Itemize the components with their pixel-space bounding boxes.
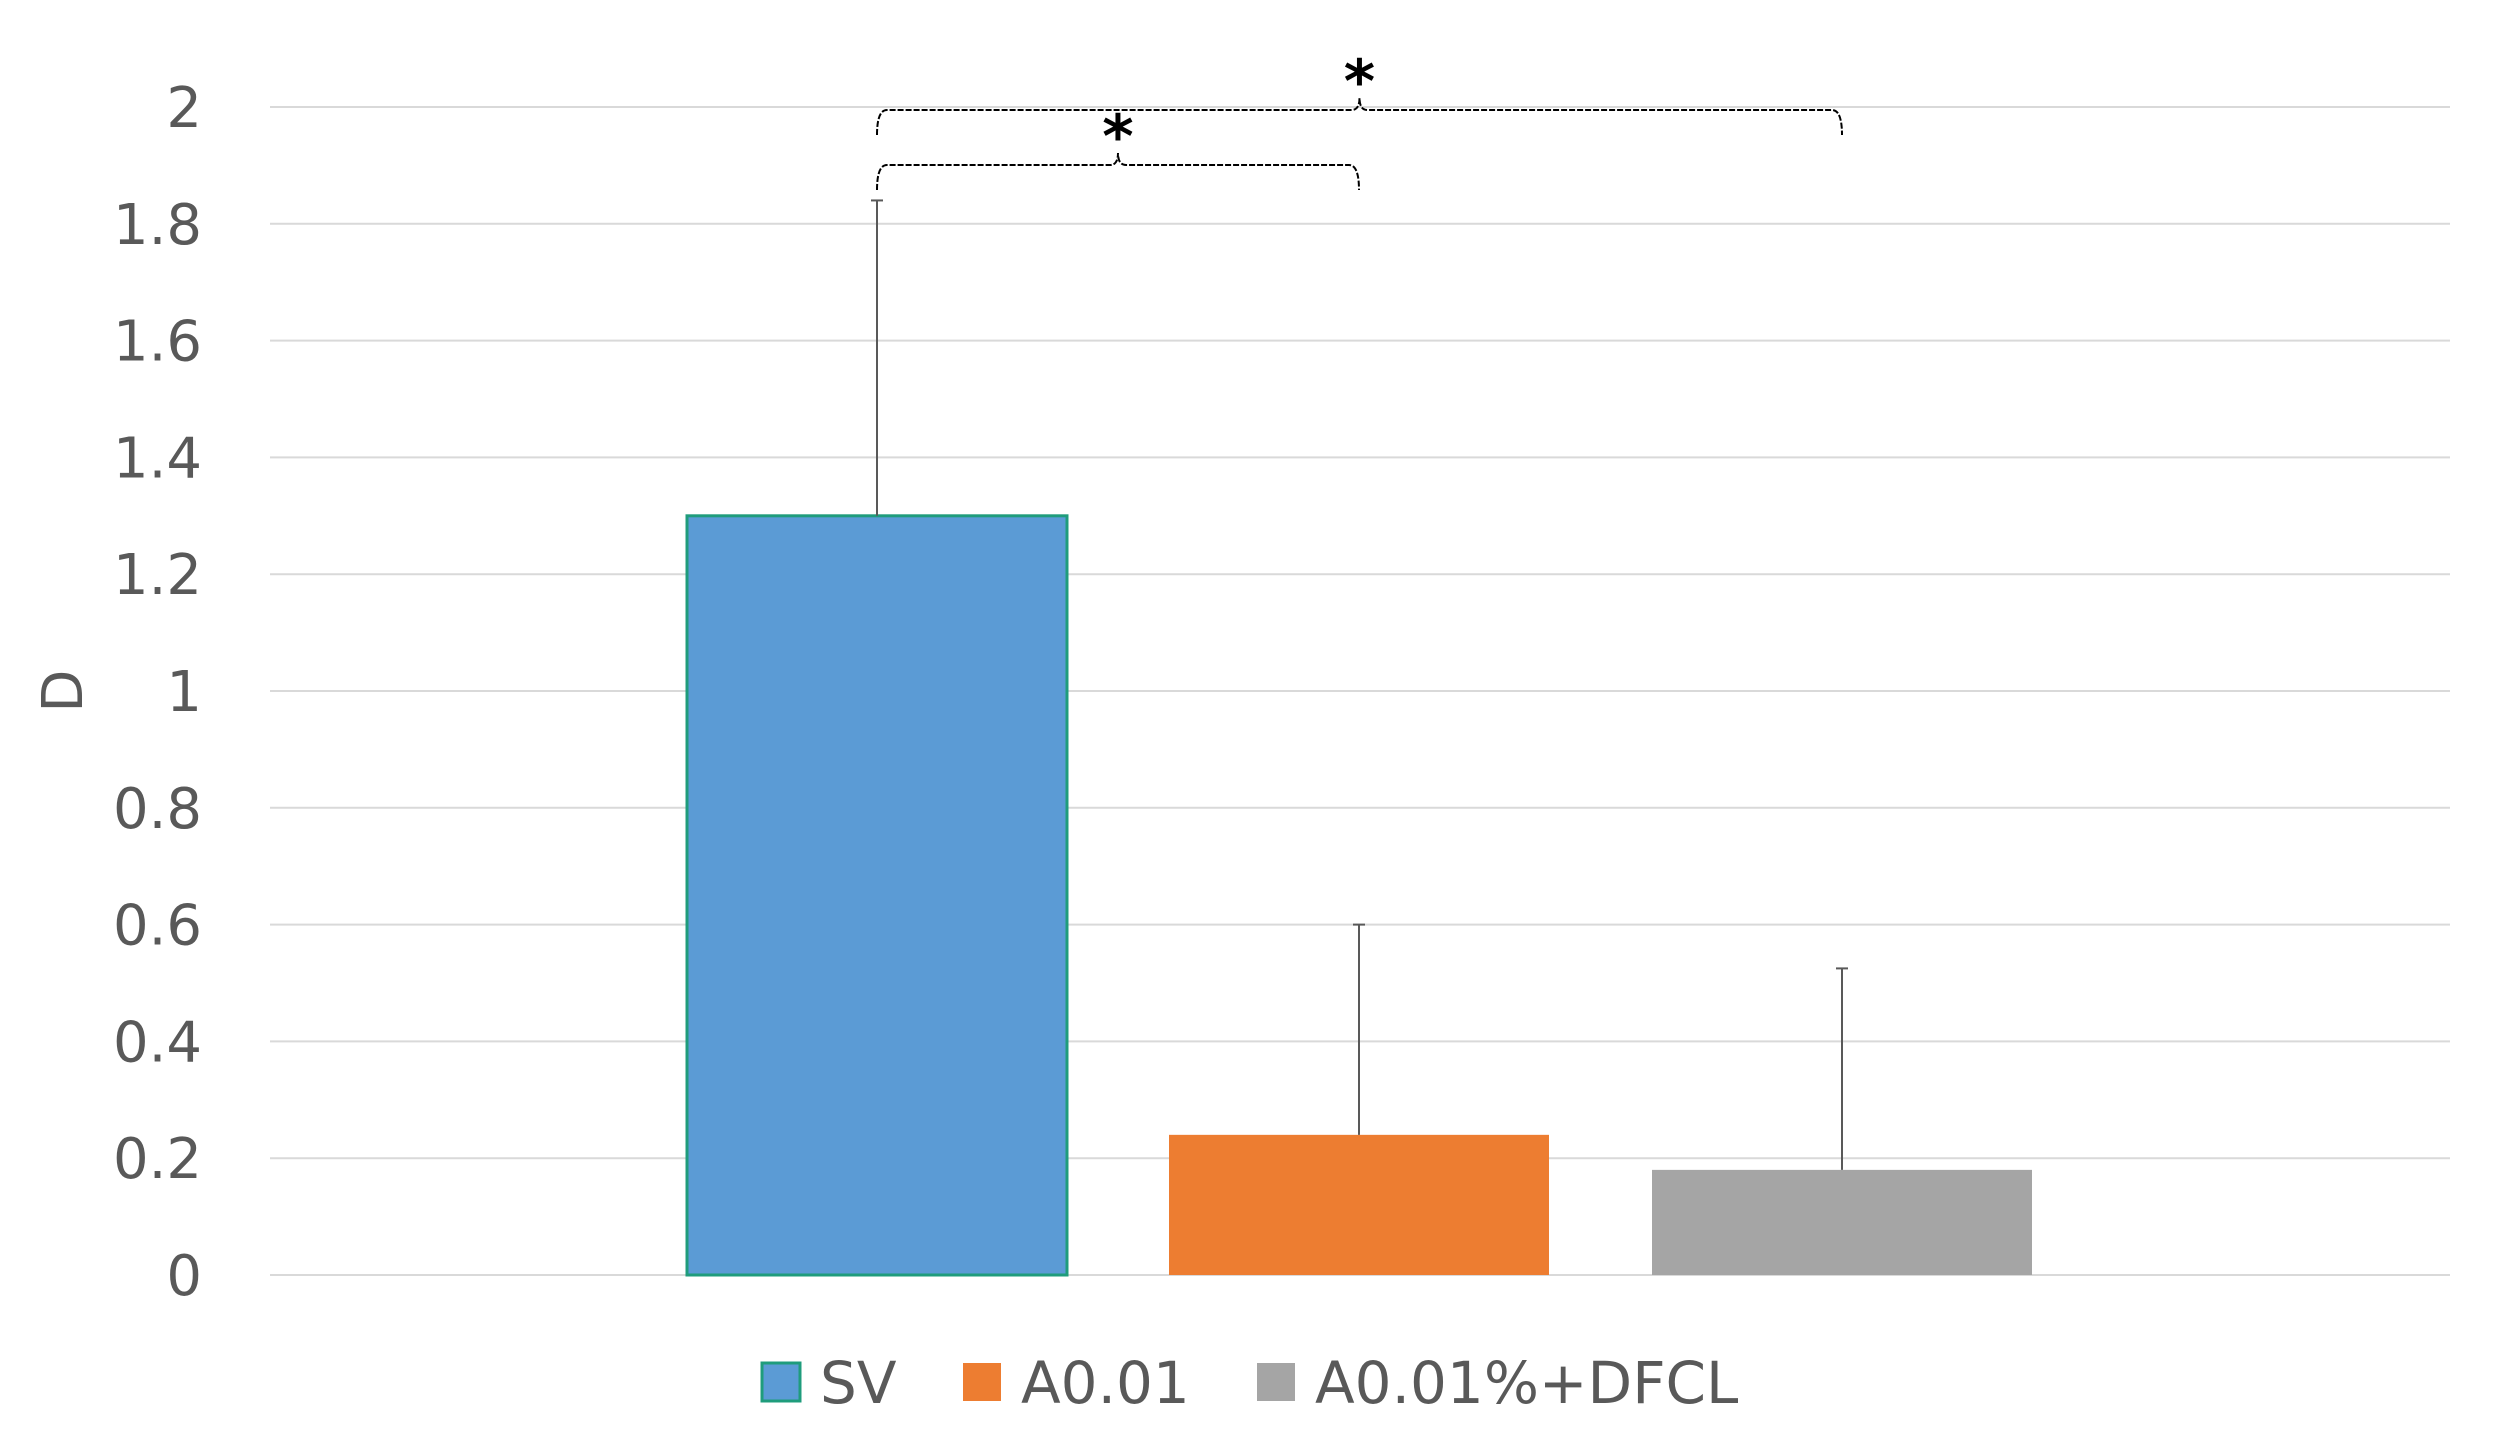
- significance-bracket: [876, 152, 1360, 191]
- significance-brackets: **: [876, 47, 1843, 191]
- y-tick-label: 1.4: [113, 426, 202, 491]
- bar-a0-01-dfcl: [1652, 1169, 2032, 1275]
- y-tick-label: 2: [166, 76, 202, 141]
- y-tick-label: 1.6: [113, 310, 202, 375]
- y-tick-label: 1: [166, 660, 202, 725]
- y-tick-label: 0.8: [113, 777, 202, 842]
- y-tick-label: 1.2: [113, 543, 202, 608]
- gridlines: [270, 106, 2450, 1276]
- significance-star: *: [1102, 102, 1133, 172]
- legend-swatch: [1257, 1363, 1295, 1401]
- legend-swatch: [963, 1363, 1001, 1401]
- bars: [685, 514, 2032, 1277]
- bar-sv: [685, 514, 1069, 1277]
- y-tick-label: 1.8: [113, 193, 202, 258]
- legend-label: SV: [820, 1349, 897, 1417]
- y-tick-label: 0.6: [113, 894, 202, 959]
- error-bars: [871, 199, 1848, 1170]
- y-tick-label: 0.4: [113, 1010, 202, 1075]
- y-axis-ticks: 0 0.2 0.4 0.6 0.8 1 1.2 1.4 1.6 1.8 2: [113, 76, 202, 1309]
- y-tick-label: 0: [166, 1244, 202, 1309]
- bar-a0-01: [1169, 1134, 1549, 1275]
- significance-bracket: [876, 97, 1843, 136]
- legend-label: A0.01: [1021, 1349, 1190, 1417]
- legend-label: A0.01%+DFCL: [1315, 1349, 1738, 1417]
- legend: SV A0.01 A0.01%+DFCL: [760, 1349, 1738, 1417]
- y-axis-title: D: [31, 669, 96, 712]
- y-tick-label: 0.2: [113, 1127, 202, 1192]
- significance-star: *: [1344, 47, 1375, 117]
- legend-swatch: [760, 1361, 802, 1403]
